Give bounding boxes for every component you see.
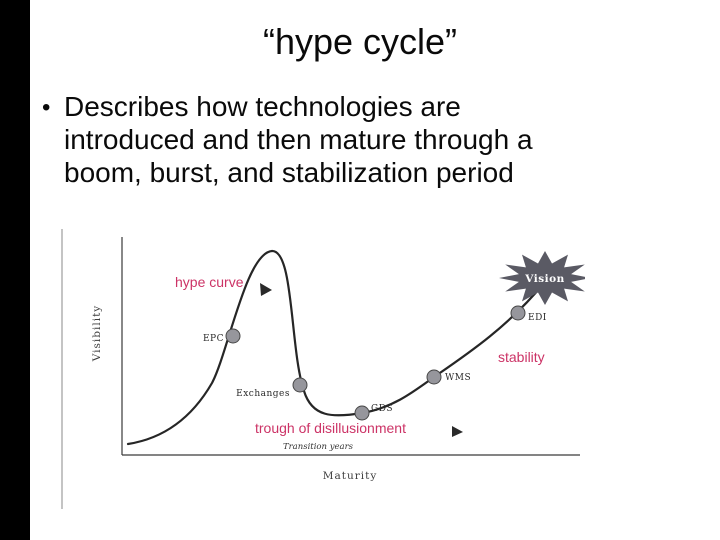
annotation-hype-curve: hype curve: [175, 274, 244, 290]
trough-arrow-icon: [452, 426, 463, 437]
x-axis-label: Maturity: [323, 470, 378, 482]
annotation-trough: trough of disillusionment: [255, 420, 406, 436]
bullet-line-1: Describes how technologies are: [64, 91, 461, 122]
bullet-item: • Describes how technologies are introdu…: [42, 90, 652, 189]
transition-years-label: Transition years: [283, 442, 354, 452]
y-axis-label: Visibility: [91, 305, 103, 362]
milestone-label-exchanges: Exchanges: [236, 389, 290, 399]
annotation-stability: stability: [498, 349, 545, 365]
milestone-dot-gds: [354, 405, 370, 421]
milestone-label-epc: EPC: [203, 334, 224, 344]
milestone-label-wms: WMS: [445, 373, 471, 383]
bullet-line-2: introduced and then mature through a: [64, 124, 533, 155]
page-title: “hype cycle”: [262, 21, 458, 62]
bullet-line-3: boom, burst, and stabilization period: [64, 157, 514, 188]
hype-curve-arrow-icon: [260, 283, 272, 296]
vision-starburst-icon: [499, 251, 591, 305]
vision-label: Vision: [524, 273, 565, 285]
milestone-label-edi: EDI: [528, 313, 547, 323]
bullet-marker: •: [42, 94, 51, 121]
slide-left-bar: [0, 0, 30, 540]
milestone-dot-wms: [426, 369, 442, 385]
milestone-dot-edi: [510, 305, 526, 321]
hype-cycle-svg: Vision EPC Exchanges GDS WMS EDI hype cu…: [61, 229, 591, 509]
milestone-dot-epc: [225, 328, 241, 344]
hype-cycle-figure: Vision EPC Exchanges GDS WMS EDI hype cu…: [60, 225, 591, 515]
milestone-dot-exchanges: [292, 377, 308, 393]
bullet-text: Describes how technologies are introduce…: [64, 90, 533, 189]
milestone-label-gds: GDS: [371, 404, 393, 414]
